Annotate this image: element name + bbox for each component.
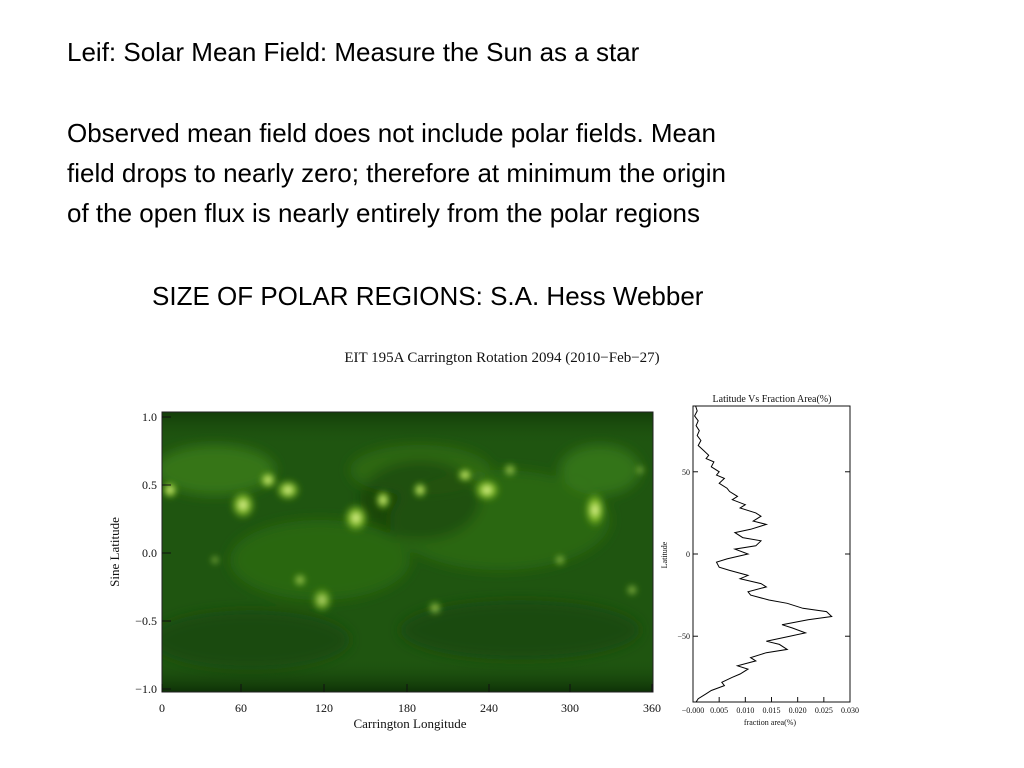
profile-y-label: Latitude xyxy=(660,541,669,568)
map-y-label: Sine Latitude xyxy=(107,517,122,587)
profile-title: Latitude Vs Fraction Area(%) xyxy=(713,394,832,405)
profile-x-tick-label: −0.000 xyxy=(682,706,705,715)
map-x-tick: 300 xyxy=(561,701,579,715)
profile-x-tick-label: 0.010 xyxy=(736,706,754,715)
map-x-tick: 120 xyxy=(315,701,333,715)
profile-y-tick-label: 0 xyxy=(686,550,690,559)
figure-title: EIT 195A Carrington Rotation 2094 (2010−… xyxy=(344,350,659,366)
map-y-tick: 0.5 xyxy=(142,478,157,492)
map-axes xyxy=(161,416,653,692)
profile-y-tick-label: 50 xyxy=(682,468,690,477)
profile-x-tick-label: 0.005 xyxy=(710,706,728,715)
latitude-profile-chart: Latitude Vs Fraction Area(%) −0.000 0.005… xyxy=(660,394,859,727)
map-y-tick: 0.0 xyxy=(142,546,157,560)
synoptic-map xyxy=(161,411,654,693)
profile-x-label: fraction area(%) xyxy=(744,718,797,727)
profile-x-tick-label: 0.030 xyxy=(841,706,859,715)
map-x-tick: 60 xyxy=(235,701,247,715)
map-y-tick: −0.5 xyxy=(135,614,157,628)
map-x-label: Carrington Longitude xyxy=(353,716,466,731)
profile-x-tick-label: 0.025 xyxy=(815,706,833,715)
map-x-tick: 240 xyxy=(480,701,498,715)
profile-y-tick-label: −50 xyxy=(677,632,690,641)
paragraph-line: of the open flux is nearly entirely from… xyxy=(67,198,701,228)
map-x-tick: 0 xyxy=(159,701,165,715)
map-x-tick: 360 xyxy=(643,701,661,715)
map-x-tick: 180 xyxy=(398,701,416,715)
slide-subtitle: SIZE OF POLAR REGIONS: S.A. Hess Webber xyxy=(152,281,704,311)
map-y-tick: 1.0 xyxy=(142,410,157,424)
profile-series-line xyxy=(694,405,833,703)
profile-x-tick-label: 0.020 xyxy=(789,706,807,715)
slide-paragraph: Observed mean field does not include pol… xyxy=(67,113,726,233)
paragraph-line: field drops to nearly zero; therefore at… xyxy=(67,158,726,188)
paragraph-line: Observed mean field does not include pol… xyxy=(67,118,716,148)
profile-x-tick-label: 0.015 xyxy=(763,706,781,715)
map-y-tick: −1.0 xyxy=(135,682,157,696)
slide-title: Leif: Solar Mean Field: Measure the Sun … xyxy=(67,37,640,67)
